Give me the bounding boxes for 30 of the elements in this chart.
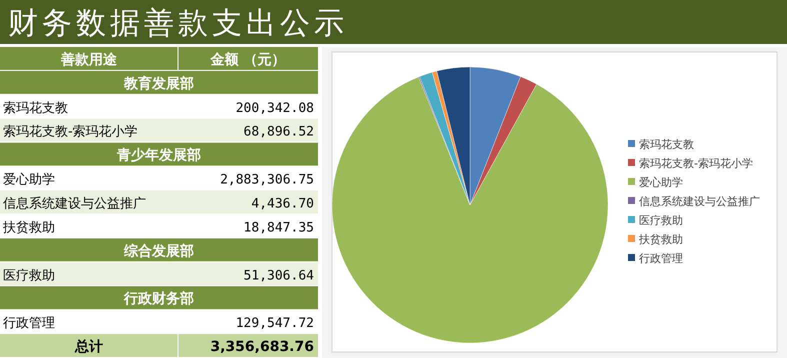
text: 129,547.72 xyxy=(236,316,314,332)
text: 扶贫救助 xyxy=(2,220,55,236)
legend-label: 索玛花支教 xyxy=(639,138,694,151)
text: 教育发展部 xyxy=(123,74,194,92)
legend-label: 信息系统建设与公益推广 xyxy=(639,195,760,208)
text: 综合发展部 xyxy=(123,242,194,260)
text: 2,883,306.75 xyxy=(220,172,314,188)
text: 信息系统建设与公益推广 xyxy=(3,196,146,212)
text: 青少年发展部 xyxy=(116,146,201,164)
text: 51,306.64 xyxy=(244,268,314,284)
text: 金额 （元） xyxy=(210,50,286,68)
legend-label: 爱心助学 xyxy=(639,176,683,189)
text: 医疗救助 xyxy=(3,268,55,284)
text: 行政管理 xyxy=(3,316,55,332)
text: 索玛花支教-索玛花小学 xyxy=(3,124,138,140)
legend-label: 索玛花支教-索玛花小学 xyxy=(639,157,753,170)
text: 3,356,683.76 xyxy=(210,339,314,356)
legend-label: 医疗救助 xyxy=(639,214,683,227)
text: 68,896.52 xyxy=(244,124,314,140)
text: 财务数据善款支出公示 xyxy=(8,6,348,41)
legend-label: 行政管理 xyxy=(639,252,683,265)
text: 4,436.70 xyxy=(251,196,314,212)
legend-label: 扶贫救助 xyxy=(638,233,683,246)
text: 善款用途 xyxy=(60,50,118,68)
text: 200,342.08 xyxy=(236,100,314,116)
text: 总计 xyxy=(74,339,103,356)
text: 爱心助学 xyxy=(3,172,55,188)
text: 行政财务部 xyxy=(123,290,194,308)
text: 索玛花支教 xyxy=(3,100,68,116)
text: 18,847.35 xyxy=(244,220,314,236)
